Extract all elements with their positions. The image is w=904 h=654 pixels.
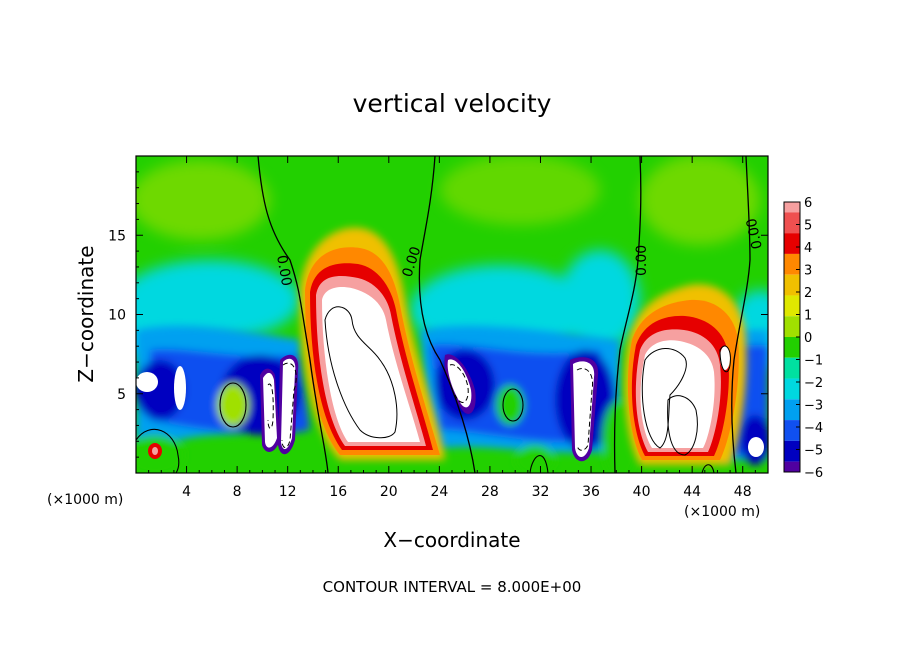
x-tick-label: 32 [532, 484, 550, 500]
x-tick-label: 20 [380, 484, 398, 500]
colorbar-tick-label: 2 [804, 286, 812, 301]
y-tick-label: 15 [108, 228, 126, 244]
colorbar-swatch [784, 295, 800, 317]
x-tick-label: 36 [582, 484, 600, 500]
colorbar-swatch [784, 316, 800, 337]
contour-zero-3 [613, 156, 642, 473]
colorbar-tick-label: 4 [804, 241, 812, 256]
x-tick-label: 28 [481, 484, 499, 500]
y-axis-label: Z−coordinate [74, 245, 98, 382]
y-tick-label: 5 [117, 387, 126, 403]
downdraft-cores [136, 346, 764, 462]
x-tick-label: 40 [633, 484, 651, 500]
x-tick-label: 16 [329, 484, 347, 500]
colorbar-tick-label: 0 [804, 331, 812, 346]
colorbar-swatch [784, 378, 800, 400]
x-tick-label: 24 [430, 484, 448, 500]
x-unit-left: (×1000 m) [47, 492, 123, 508]
x-tick-label: 44 [683, 484, 701, 500]
colorbar-swatch [784, 440, 800, 462]
colorbar-tick-label: −4 [804, 421, 823, 436]
colorbar-tick-label: 3 [804, 264, 812, 279]
colorbar-tick-label: −1 [804, 354, 823, 369]
colorbar-tick-label: −2 [804, 376, 823, 391]
x-tick-label: 8 [233, 484, 242, 500]
contour-label-4: 0.00 [744, 217, 766, 251]
colorbar-swatch [784, 461, 800, 472]
contour-zero-2 [418, 156, 476, 473]
colorbar-tick-label: −5 [804, 444, 823, 459]
colorbar-swatch [784, 233, 800, 254]
contour-zero-4 [731, 156, 751, 473]
colorbar-swatch [784, 253, 800, 275]
colorbar-swatch [784, 274, 800, 296]
colorbar-swatch [784, 420, 800, 441]
x-tick-label: 48 [734, 484, 752, 500]
contour-interval-note: CONTOUR INTERVAL = 8.000E+00 [323, 578, 582, 596]
colorbar-swatch [784, 337, 800, 358]
x-unit-right: (×1000 m) [684, 504, 760, 520]
colorbar-swatch [784, 212, 800, 234]
colorbar-tick-label: 6 [804, 196, 812, 211]
contour-zero-1 [257, 156, 329, 473]
x-tick-label: 12 [279, 484, 297, 500]
colorbar-swatch [784, 202, 800, 213]
contour-label-3: 0.00 [634, 245, 650, 276]
colorbar-tick-label: 5 [804, 219, 812, 234]
y-tick-label: 10 [108, 308, 126, 324]
x-tick-label: 4 [182, 484, 191, 500]
colorbar-tick-label: 1 [804, 309, 812, 324]
x-axis-ticks: 4 8 12 16 20 24 28 32 36 40 44 48 [148, 156, 756, 500]
colorbar-swatch [784, 357, 800, 379]
y-axis-ticks: 5 10 15 [108, 171, 768, 458]
chart-title: vertical velocity [353, 89, 552, 118]
colorbar-tick-label: −3 [804, 399, 823, 414]
colorbar: 6 5 4 3 2 1 0 −1 −2 −3 −4 −5 −6 [783, 196, 823, 481]
contour-lines [136, 156, 751, 473]
x-axis-label: X−coordinate [383, 528, 520, 552]
plot-area [136, 156, 768, 473]
colorbar-swatch [784, 399, 800, 421]
contour-label-1: 0.00 [273, 254, 294, 287]
colorbar-tick-label: −6 [804, 466, 823, 481]
